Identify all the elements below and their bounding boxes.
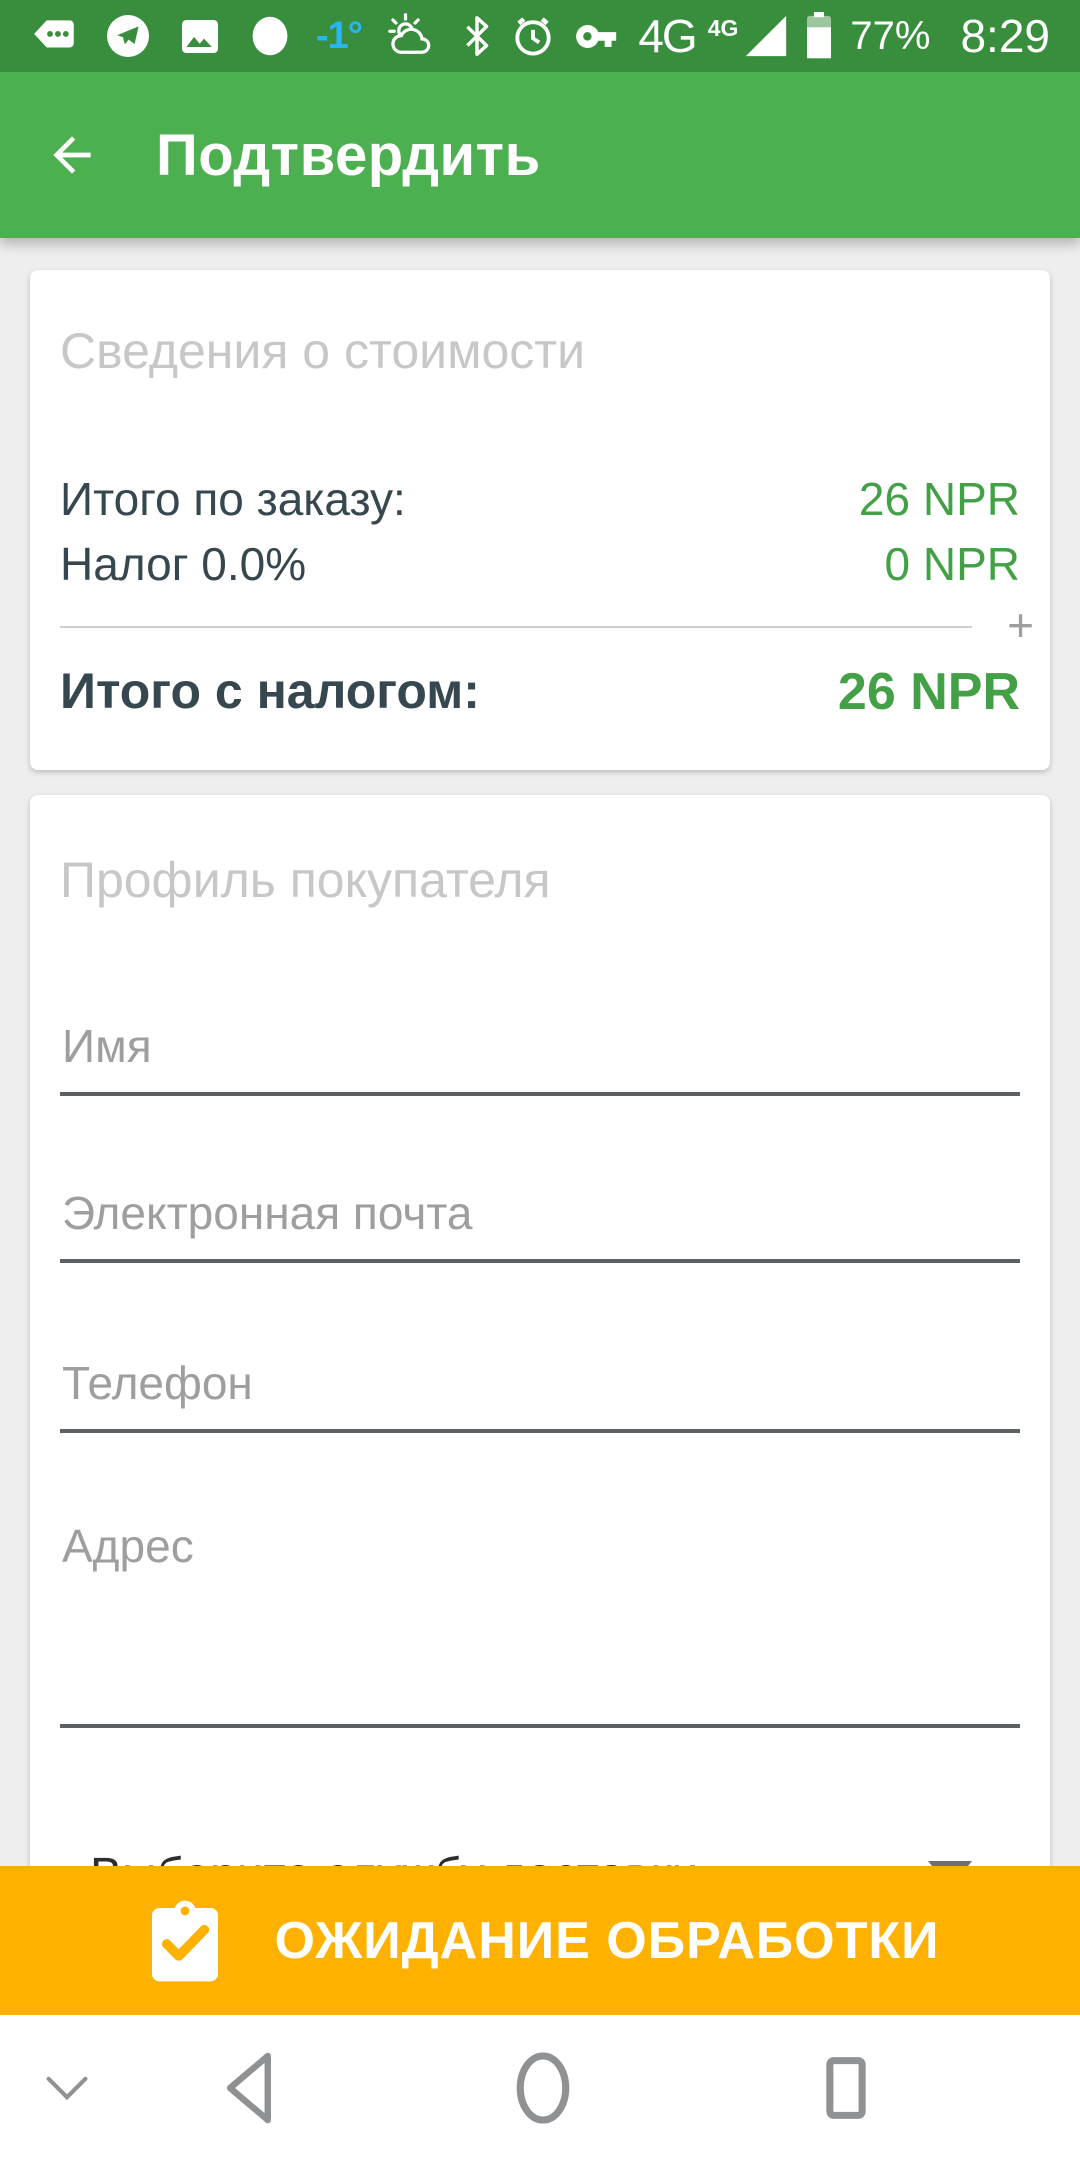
grand-total-row: Итого с налогом: 26 NPR <box>60 662 1020 722</box>
temperature-text: -1° <box>316 14 363 57</box>
nav-recents-icon[interactable] <box>817 2048 875 2128</box>
order-total-value: 26 NPR <box>858 473 1020 525</box>
battery-percent-text: 77% <box>850 13 931 58</box>
clipboard-check-icon <box>151 1900 218 1981</box>
order-total-label: Итого по заказу: <box>60 473 406 525</box>
network-badge-text: 4G <box>707 15 739 41</box>
navigation-bar <box>0 2015 1080 2160</box>
status-bar-system: 4G 4G 77% 8:29 <box>460 9 1050 63</box>
tax-row: Налог 0.0% 0 NPR <box>60 537 1020 591</box>
gallery-icon <box>182 20 218 53</box>
cost-summary-card: Сведения о стоимости Итого по заказу: 26… <box>30 270 1050 770</box>
app-bar: Подтвердить <box>0 72 1080 238</box>
phone-field[interactable] <box>60 1337 1020 1433</box>
sum-divider <box>60 626 972 628</box>
cost-card-title: Сведения о стоимости <box>60 323 586 379</box>
chevron-down-icon[interactable] <box>44 2073 90 2103</box>
network-type-text: 4G <box>638 10 697 62</box>
back-arrow-icon <box>53 136 91 174</box>
processing-status-label: ОЖИДАНИЕ ОБРАБОТКИ <box>274 1911 940 1970</box>
battery-icon <box>807 12 832 59</box>
alarm-icon <box>515 17 551 56</box>
back-button[interactable] <box>44 127 100 183</box>
key-icon <box>576 24 617 48</box>
grand-total-label: Итого с налогом: <box>60 663 480 719</box>
clock-text: 8:29 <box>960 10 1050 62</box>
weather-sun-cloud-icon <box>388 13 431 54</box>
message-dots-icon <box>34 20 74 48</box>
page-title: Подтвердить <box>156 122 541 188</box>
email-field[interactable] <box>60 1167 1020 1263</box>
circle-notification-icon <box>252 16 288 56</box>
address-field[interactable] <box>60 1505 1020 1728</box>
signal-icon <box>746 15 787 57</box>
grand-total-value: 26 NPR <box>837 663 1020 721</box>
profile-card-title: Профиль покупателя <box>60 852 551 908</box>
nav-home-icon[interactable] <box>511 2045 575 2131</box>
bluetooth-icon <box>466 16 489 56</box>
nav-back-icon[interactable] <box>218 2045 282 2131</box>
order-total-row: Итого по заказу: 26 NPR <box>60 472 1020 526</box>
status-bar-notifications: -1° <box>30 10 438 62</box>
status-bar: -1° 4G 4G <box>0 0 1080 72</box>
name-field[interactable] <box>60 1000 1020 1096</box>
buyer-profile-card: Профиль покупателя Выберите службу доста… <box>30 795 1050 2015</box>
processing-status-button[interactable]: ОЖИДАНИЕ ОБРАБОТКИ <box>0 1866 1080 2015</box>
tax-label: Налог 0.0% <box>60 538 307 590</box>
tax-value: 0 NPR <box>884 538 1020 590</box>
plus-sign: + <box>1007 599 1034 651</box>
telegram-icon <box>107 15 149 57</box>
